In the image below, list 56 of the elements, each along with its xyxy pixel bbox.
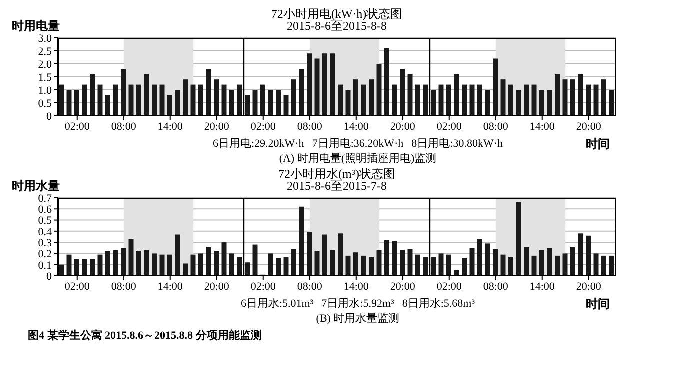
chart-title: 72小时用水(m³)状态图: [278, 167, 396, 181]
x-tick-label: 20:00: [204, 120, 230, 133]
x-tick-label: 02:00: [436, 120, 462, 133]
x-tick-label: 14:00: [158, 120, 184, 133]
y-tick-label: 0.5: [38, 98, 52, 110]
x-tick-label: 02:00: [250, 280, 276, 293]
y-tick-label: 0: [46, 110, 52, 123]
chart-subtitle: 2015-8-6至2015-8-8: [287, 19, 387, 33]
x-tick-label: 02:00: [64, 280, 90, 293]
y-axis-title: 时用水量: [12, 178, 60, 194]
x-axis-title: 时间: [586, 136, 610, 153]
y-tick-label: 0.7: [38, 192, 52, 205]
y-tick-label: 1.0: [38, 84, 52, 97]
y-tick-label: 1.5: [38, 72, 52, 84]
y-tick-label: 0.1: [38, 260, 52, 272]
x-tick-label: 02:00: [250, 120, 276, 133]
y-tick-label: 2.5: [38, 46, 52, 58]
x-tick-label: 14:00: [158, 280, 184, 293]
x-tick-label: 08:00: [111, 280, 137, 293]
x-tick-label: 20:00: [204, 280, 230, 293]
x-tick-label: 08:00: [111, 120, 137, 133]
text: 8日用电:30.80kW·h: [412, 137, 504, 151]
y-axis-title: 时用电量: [12, 18, 60, 34]
x-tick-label: 08:00: [297, 280, 323, 293]
x-tick-label: 14:00: [530, 280, 556, 293]
y-tick-label: 0: [46, 270, 52, 283]
y-tick-label: 0.3: [38, 237, 52, 250]
caption: 图4 某学生公寓 2015.8.6～2015.8.8 分项用能监测: [28, 328, 262, 343]
x-tick-label: 20:00: [390, 120, 416, 133]
x-tick-label: 08:00: [483, 120, 509, 133]
y-tick-label: 2.0: [38, 58, 52, 71]
x-tick-label: 08:00: [297, 120, 323, 133]
y-tick-label: 0.6: [38, 204, 52, 216]
x-tick-label: 20:00: [576, 120, 602, 133]
x-tick-label: 14:00: [530, 120, 556, 133]
text: (A) 时用电量(照明插座用电)监测: [278, 152, 438, 166]
chart-title: 72小时用电(kW·h)状态图: [270, 7, 404, 21]
text: 8日用水:5.68m³: [402, 297, 475, 311]
x-tick-label: 02:00: [436, 280, 462, 293]
text: 7日用电:36.20kW·h: [312, 137, 404, 151]
y-tick-label: 0.4: [38, 226, 52, 238]
text: 7日用水:5.92m³: [322, 297, 394, 311]
y-tick-label: 3.0: [38, 32, 52, 45]
text: 6日用水:5.01m³: [240, 297, 314, 311]
x-tick-label: 14:00: [344, 120, 370, 133]
x-tick-label: 14:00: [344, 280, 370, 293]
text: (B) 时用水量监测: [315, 312, 401, 326]
y-tick-label: 0.5: [38, 215, 52, 228]
y-tick-label: 0.2: [38, 248, 52, 261]
x-tick-label: 20:00: [576, 280, 602, 293]
x-axis-title: 时间: [586, 296, 610, 313]
x-tick-label: 02:00: [64, 120, 90, 133]
x-tick-label: 20:00: [390, 280, 416, 293]
text: 6日用电:29.20kW·h: [212, 137, 304, 151]
x-tick-label: 08:00: [483, 280, 509, 293]
chart-subtitle: 2015-8-6至2015-7-8: [287, 179, 387, 193]
